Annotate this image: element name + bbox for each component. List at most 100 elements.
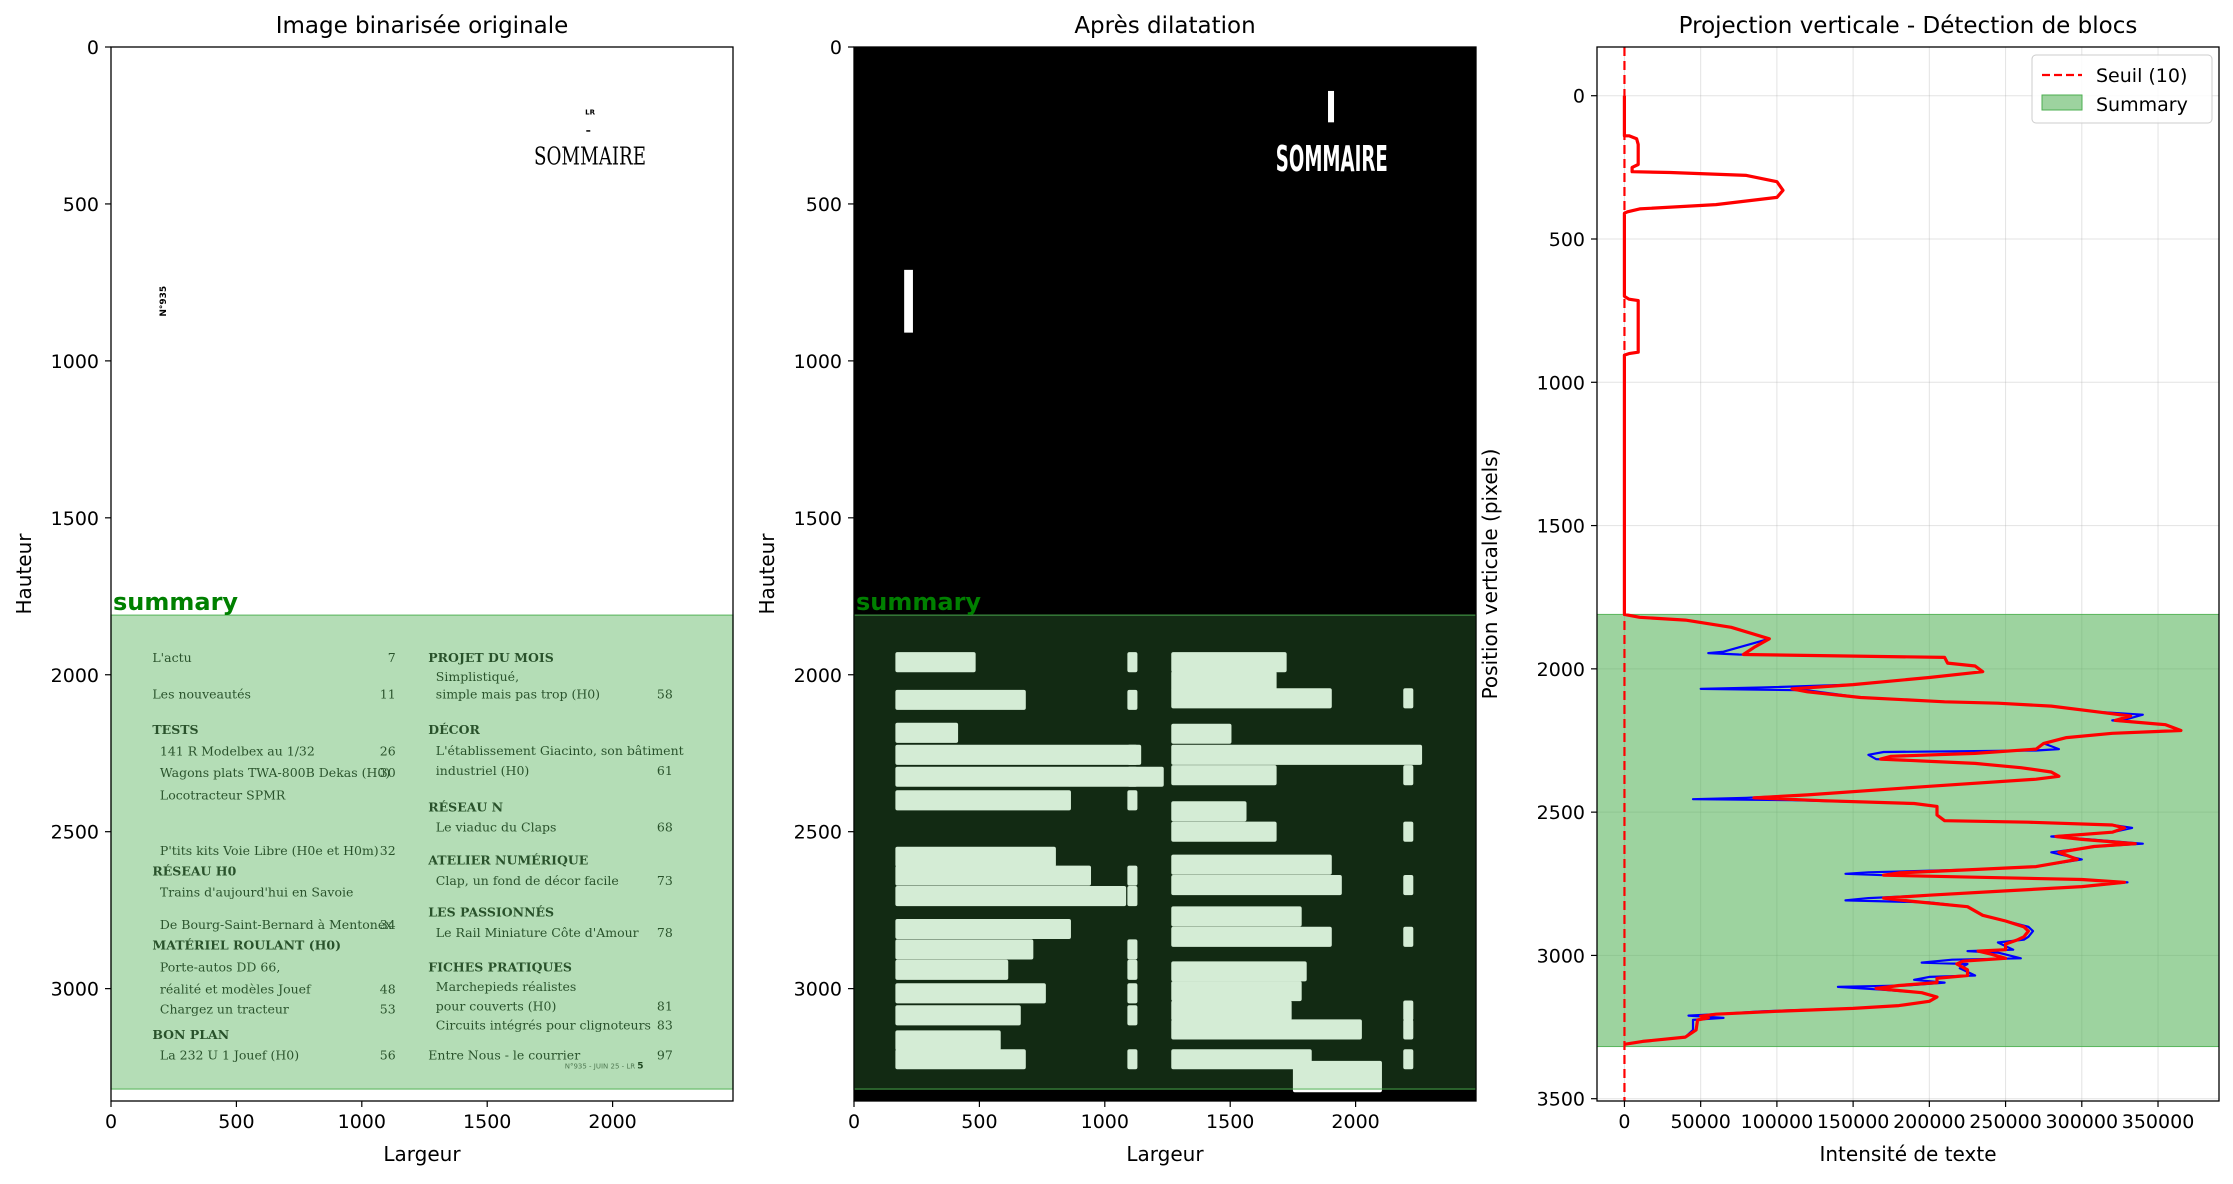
chart-title: Après dilatation — [1074, 13, 1255, 39]
y-tick-label: 0 — [830, 37, 842, 59]
summary-block-label: summary — [113, 588, 238, 616]
page-number-blob — [1127, 939, 1138, 960]
y-axis-label: Position verticale (pixels) — [1478, 449, 1502, 700]
page-number-blob — [1403, 1049, 1414, 1070]
toc-entry: P'tits kits Voie Libre (H0e et H0m) — [160, 843, 379, 858]
x-tick-label: 50000 — [1670, 1111, 1730, 1133]
summary-block — [110, 614, 734, 1090]
toc-entry: ATELIER NUMÉRIQUE — [427, 853, 588, 868]
toc-page-number: 56 — [380, 1047, 396, 1062]
text-blob — [895, 766, 1164, 787]
header-title: SOMMAIRE — [534, 143, 646, 171]
text-blob — [895, 865, 1092, 886]
page-number-blob — [1127, 1049, 1138, 1070]
y-tick-label: 3500 — [1537, 1089, 1585, 1111]
y-tick-label: 3000 — [1537, 945, 1585, 967]
legend-span-swatch — [2041, 94, 2083, 111]
page-number-blob — [1403, 875, 1414, 896]
text-blob — [1171, 688, 1332, 709]
toc-entry: Circuits intégrés pour clignoteurs — [436, 1017, 651, 1032]
toc-entry: L'actu — [152, 650, 191, 665]
toc-page-number: 26 — [380, 744, 396, 759]
toc-page-number: 7 — [388, 650, 396, 665]
page-footer-number: 5 — [637, 1062, 643, 1072]
x-tick-label: 350000 — [2122, 1111, 2195, 1133]
toc-entry: Chargez un tracteur — [160, 1002, 289, 1017]
toc-page-number: 97 — [657, 1047, 673, 1062]
toc-entry: réalité et modèles Jouef — [160, 981, 312, 996]
toc-page-number: 58 — [657, 686, 673, 701]
toc-page-number: 48 — [380, 981, 396, 996]
y-tick-label: 500 — [1549, 229, 1585, 251]
text-blob — [895, 689, 1026, 710]
axes-frame — [110, 46, 734, 1102]
y-tick-label: 500 — [63, 194, 99, 216]
toc-page-number: 61 — [657, 763, 673, 778]
text-blob — [1171, 926, 1332, 947]
header-mark — [586, 130, 591, 132]
x-axis-label: Intensité de texte — [1819, 1142, 1996, 1166]
projection-series-smoothed — [1622, 95, 2183, 1046]
text-blob — [1171, 765, 1277, 786]
page-number-blob — [1127, 1005, 1138, 1026]
page-number-blob — [1127, 865, 1138, 886]
x-tick-label: 300000 — [2046, 1111, 2119, 1133]
legend-threshold-label: Seuil (10) — [2096, 65, 2187, 87]
page-number-blob — [1127, 983, 1138, 1004]
page-content: LR SOMMAIRE N°935 L'actu 7 Les nouveautés 11 TE… — [152, 108, 683, 1071]
x-tick-label: 1000 — [1081, 1111, 1129, 1133]
toc-entry: Porte-autos DD 66, — [160, 959, 280, 974]
text-blob — [895, 1005, 1021, 1026]
x-tick-label: 2000 — [588, 1111, 636, 1133]
x-tick-label: 0 — [1618, 1111, 1630, 1133]
y-tick-label: 2000 — [51, 665, 99, 687]
page-number-blob — [1127, 744, 1138, 765]
toc-entry: PROJET DU MOIS — [428, 650, 553, 665]
y-tick-label: 2000 — [1537, 659, 1585, 681]
dilated-header-title: SOMMAIRE — [1276, 139, 1388, 180]
toc-entry: Le Rail Miniature Côte d'Amour — [436, 925, 639, 940]
x-axis-label: Largeur — [1126, 1142, 1204, 1166]
toc-entry: simple mais pas trop (H0) — [436, 686, 600, 701]
text-blob — [895, 652, 976, 673]
toc-entry: DÉCOR — [428, 722, 480, 737]
header-small-label: LR — [585, 108, 595, 116]
toc-entry: Locotracteur SPMR — [160, 788, 286, 803]
text-blob — [1171, 875, 1342, 896]
axes-frame — [853, 46, 1477, 1102]
text-blob — [1171, 854, 1332, 875]
y-tick-label: 500 — [806, 194, 842, 216]
y-tick-label: 1500 — [1537, 516, 1585, 538]
text-blob — [1171, 1000, 1292, 1021]
axes-frame — [1596, 46, 2220, 1102]
toc-entry: Entre Nous - le courrier — [428, 1047, 580, 1062]
x-tick-label: 100000 — [1741, 1111, 1814, 1133]
text-blob — [1171, 1019, 1362, 1040]
toc-entry: La 232 U 1 Jouef (H0) — [160, 1047, 299, 1062]
toc-entry: Le viaduc du Claps — [436, 820, 557, 835]
text-blob — [1171, 981, 1302, 1002]
text-blob — [895, 790, 1071, 811]
legend: Seuil (10) Summary — [2031, 54, 2213, 124]
page-number-blob — [1403, 1000, 1414, 1021]
toc-page-number: 81 — [657, 999, 673, 1014]
text-blob — [1171, 821, 1277, 842]
x-tick-label: 500 — [961, 1111, 997, 1133]
toc-entry: Clap, un fond de décor facile — [436, 873, 619, 888]
toc-entry: TESTS — [152, 722, 198, 737]
toc-entry: De Bourg-Saint-Bernard à Mentonex — [160, 917, 392, 932]
chart-title: Image binarisée originale — [276, 13, 569, 39]
toc-page-number: 30 — [380, 765, 396, 780]
toc-page-number: 73 — [657, 873, 673, 888]
legend-span-label: Summary — [2096, 94, 2188, 116]
page-number-blob — [1127, 766, 1138, 787]
y-tick-label: 2500 — [1537, 802, 1585, 824]
x-tick-label: 200000 — [1893, 1111, 1966, 1133]
text-blob — [895, 983, 1046, 1004]
x-tick-label: 0 — [848, 1111, 860, 1133]
toc-page-number: 34 — [380, 917, 396, 932]
toc-entry: MATÉRIEL ROULANT (H0) — [152, 937, 341, 952]
text-blob — [895, 722, 959, 743]
toc-page-number: 32 — [380, 843, 396, 858]
toc-entry: Simplistiqué, — [436, 669, 519, 684]
